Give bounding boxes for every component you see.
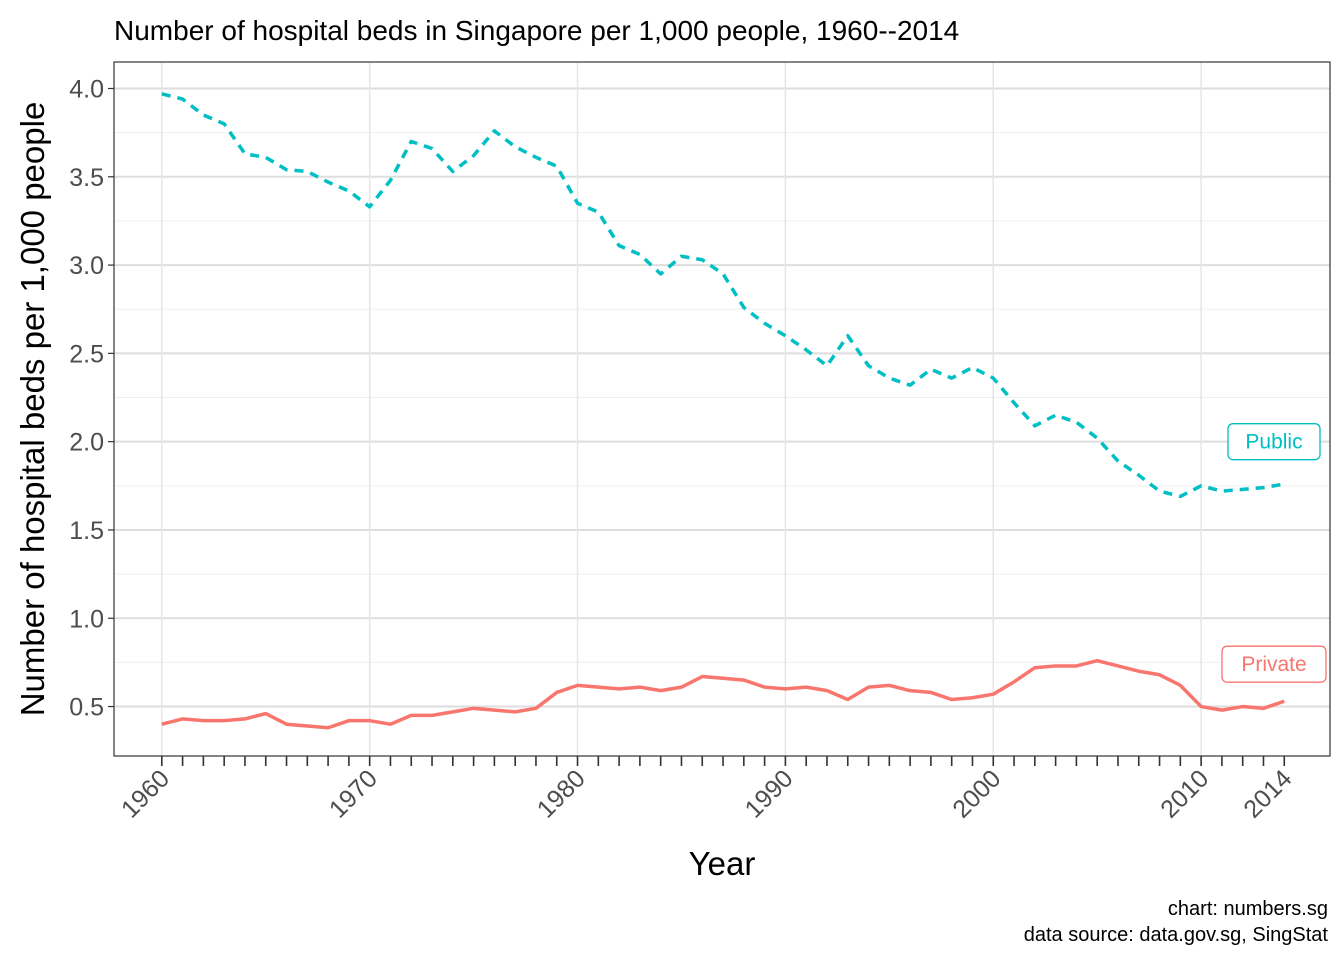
y-tick-label: 1.0 <box>69 605 104 633</box>
x-tick-label: 2014 <box>1238 764 1297 823</box>
y-tick-label: 2.5 <box>69 340 104 368</box>
x-tick-label: 2000 <box>947 764 1006 823</box>
series-label-box <box>1221 645 1327 683</box>
series-label-text: Public <box>1245 431 1302 454</box>
y-tick-label: 3.0 <box>69 252 104 280</box>
y-tick-label: 0.5 <box>69 694 104 722</box>
caption-line-1: chart: numbers.sg <box>1168 898 1328 920</box>
x-tick-label: 1970 <box>324 764 383 823</box>
series-label-public: Public <box>1227 423 1321 461</box>
x-tick-label: 1960 <box>116 764 175 823</box>
y-tick-label: 1.5 <box>69 517 104 545</box>
caption-line-2: data source: data.gov.sg, SingStat <box>1024 924 1329 946</box>
x-tick-label: 2010 <box>1155 764 1214 823</box>
series-label-text: Private <box>1241 653 1306 676</box>
series-labels: Public Private <box>1221 423 1327 683</box>
y-axis-title: Number of hospital beds per 1,000 people <box>14 102 51 717</box>
series-label-private: Private <box>1221 645 1327 683</box>
series-lines <box>161 92 1285 730</box>
plot-background <box>114 62 1330 756</box>
x-tick-label: 1980 <box>532 764 591 823</box>
chart-title: Number of hospital beds in Singapore per… <box>114 15 959 46</box>
y-tick-label: 2.0 <box>69 429 104 457</box>
x-axis-title: Year <box>689 845 756 882</box>
series-line-private <box>161 658 1285 730</box>
series-label-box <box>1227 423 1321 461</box>
plot-panel-border <box>113 61 1331 757</box>
y-tick-label: 3.5 <box>69 164 104 192</box>
x-tick-label: 1990 <box>740 764 799 823</box>
y-tick-label: 4.0 <box>69 75 104 103</box>
